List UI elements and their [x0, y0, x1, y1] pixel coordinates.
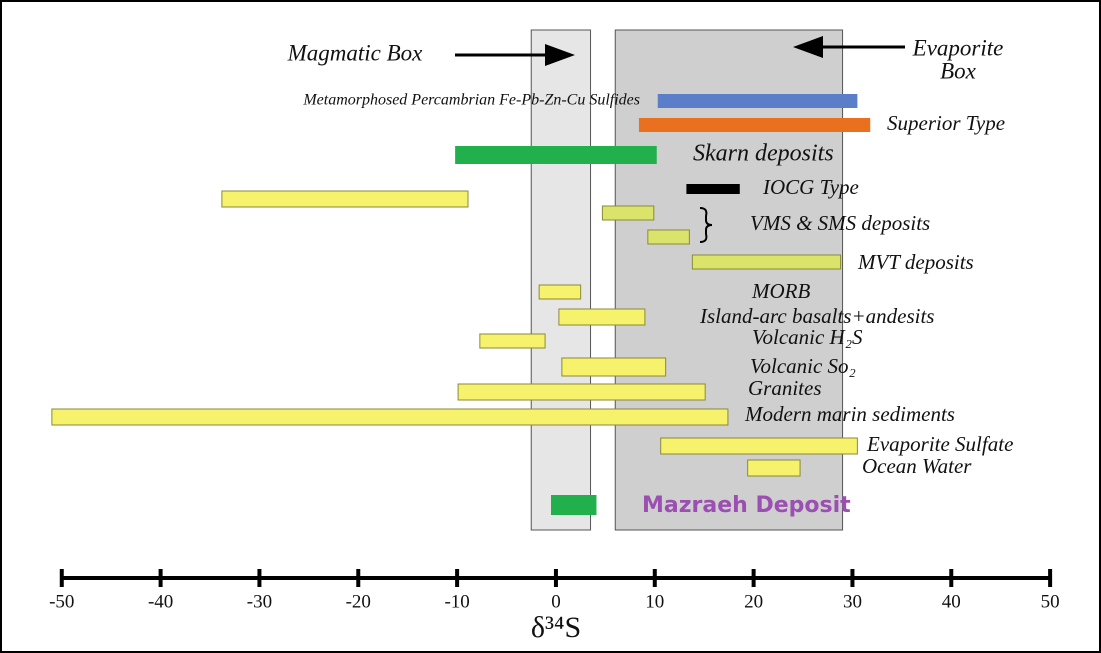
- range-bar: [558, 308, 646, 326]
- arrow-head: [793, 36, 823, 58]
- range-bar: [51, 408, 729, 426]
- item-label: VMS & SMS deposits: [750, 211, 930, 235]
- x-tick-label: -50: [49, 591, 74, 612]
- box-label: Magmatic Box: [287, 40, 424, 65]
- range-bar: [538, 284, 582, 300]
- range-bar: [747, 459, 801, 477]
- range-bar: [479, 333, 546, 349]
- item-label: Volcanic So₂: [750, 354, 856, 378]
- item-label: Metamorphosed Percambrian Fe-Pb-Zn-Cu Su…: [302, 92, 640, 109]
- brace: [699, 207, 713, 243]
- item-label: Ocean Water: [862, 454, 972, 478]
- range-bar: [457, 383, 706, 401]
- item-label: Island-arc basalts+andesits: [699, 304, 934, 328]
- range-bar: [601, 205, 655, 221]
- x-tick-label: -30: [247, 591, 272, 612]
- arrow-head: [545, 44, 575, 66]
- range-bar: [660, 437, 858, 455]
- item-label: Mazraeh Deposit: [642, 493, 851, 518]
- x-tick-label: 20: [744, 591, 763, 612]
- range-bar: [686, 184, 740, 194]
- item-label: Volcanic H₂S: [752, 325, 863, 349]
- x-tick-label: 30: [843, 591, 862, 612]
- range-bar: [691, 254, 842, 270]
- range-bar: [657, 94, 858, 108]
- x-tick-label: 10: [645, 591, 664, 612]
- item-label: Skarn deposits: [693, 141, 834, 167]
- range-bar: [638, 118, 871, 132]
- range-bar: [221, 190, 469, 208]
- x-tick-label: 50: [1041, 591, 1060, 612]
- item-label: Superior Type: [887, 111, 1005, 135]
- region-box: [530, 29, 592, 531]
- box-label: Box: [940, 58, 977, 83]
- range-bar: [551, 495, 597, 515]
- x-tick-label: 0: [551, 591, 561, 612]
- box-label: Evaporite: [912, 35, 1004, 60]
- item-label: MORB: [751, 279, 810, 303]
- x-axis-label: δ³⁴S: [531, 611, 581, 644]
- range-bar: [455, 146, 657, 164]
- item-label: Granites: [748, 376, 822, 400]
- range-bar: [647, 229, 690, 245]
- item-label: MVT deposits: [857, 250, 974, 274]
- range-bar: [561, 357, 667, 377]
- x-tick-label: -40: [148, 591, 173, 612]
- item-label: Evaporite Sulfate: [866, 432, 1013, 456]
- x-tick-label: 40: [942, 591, 961, 612]
- x-tick-label: -10: [444, 591, 469, 612]
- item-label: Modern marin sediments: [744, 402, 955, 426]
- x-tick-label: -20: [346, 591, 371, 612]
- item-label: IOCG Type: [762, 175, 859, 199]
